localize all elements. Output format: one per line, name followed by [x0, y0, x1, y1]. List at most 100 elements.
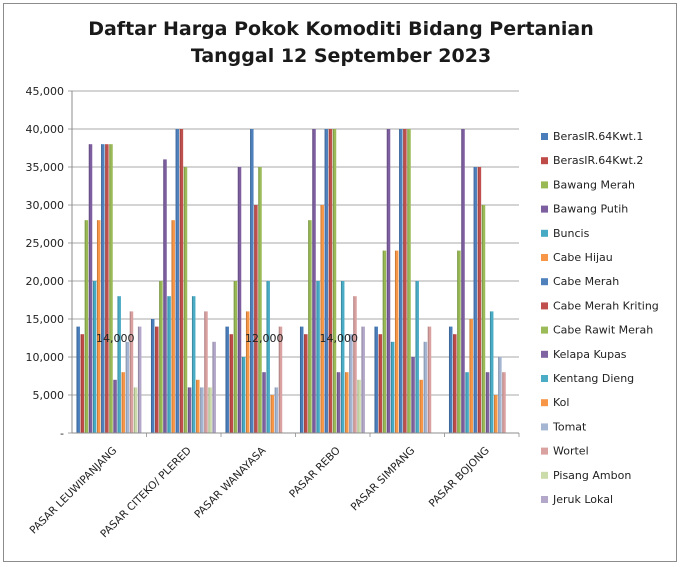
- legend-label: Bawang Merah: [553, 178, 635, 191]
- bar-shade: [489, 311, 491, 433]
- bar-shade: [453, 334, 455, 433]
- bar-shade: [241, 357, 243, 433]
- bar: [266, 281, 270, 433]
- gridlines: [72, 90, 519, 434]
- bar-shade: [353, 296, 355, 433]
- bar-shade: [233, 281, 235, 433]
- legend-label: Cabe Rawit Merah: [553, 324, 653, 337]
- bar-shade: [308, 220, 310, 433]
- bar-shade: [357, 379, 359, 433]
- legend-label: Kelapa Kupas: [553, 348, 627, 361]
- bar: [200, 387, 204, 433]
- bar-shade: [299, 326, 301, 433]
- y-axis-ticks: - 5,000 10,000 15,000 20,000 25,000 30,000 35,0…: [26, 85, 72, 440]
- bar: [332, 129, 337, 433]
- bar: [208, 387, 212, 433]
- bar-shade: [502, 372, 504, 433]
- bar-shade: [121, 372, 123, 433]
- bar-shade: [245, 311, 247, 433]
- bar-shade: [411, 357, 413, 433]
- bar: [502, 372, 506, 433]
- bar: [196, 379, 200, 433]
- bar: [336, 372, 341, 433]
- bar: [374, 326, 378, 433]
- bar-shade: [274, 387, 276, 433]
- legend-label: Buncis: [553, 227, 590, 240]
- bar-shade: [191, 296, 193, 433]
- bar: [448, 326, 453, 433]
- bar: [419, 379, 424, 433]
- bar: [382, 250, 387, 433]
- data-label: 12,000: [245, 332, 284, 345]
- legend-swatch: [541, 423, 548, 431]
- bar: [150, 319, 155, 433]
- bar: [316, 281, 320, 433]
- bar: [345, 372, 349, 433]
- legend-swatch: [541, 157, 548, 165]
- bar-shade: [159, 281, 161, 433]
- bar-shade: [469, 319, 471, 433]
- bar: [473, 167, 478, 433]
- bar-shade: [225, 326, 227, 433]
- bar-shade: [187, 387, 189, 433]
- bar: [457, 250, 461, 433]
- bar: [133, 387, 138, 433]
- bar-shade: [498, 357, 500, 433]
- legend-swatch: [541, 326, 548, 334]
- bar: [390, 341, 395, 433]
- bar-shade: [150, 319, 152, 433]
- legend-swatch: [541, 181, 548, 189]
- chart-subtitle: Tanggal 12 September 2023: [190, 45, 492, 67]
- y-tick-label: -: [60, 427, 64, 440]
- bar: [489, 311, 494, 433]
- bar-shade: [386, 129, 388, 433]
- bar-shade: [92, 281, 94, 433]
- bar: [76, 326, 80, 433]
- bar-shade: [163, 159, 165, 433]
- bar-shade: [229, 334, 231, 433]
- bar-shade: [237, 167, 239, 433]
- bar: [258, 167, 262, 433]
- bar: [245, 311, 250, 433]
- bar-shade: [448, 326, 450, 433]
- bar-shade: [494, 395, 496, 433]
- bar-shade: [137, 326, 139, 433]
- bar: [304, 334, 308, 433]
- bar: [494, 395, 498, 433]
- bar-shade: [254, 205, 256, 433]
- bar: [349, 334, 353, 433]
- x-tick-label: PASAR SIMPANG: [349, 445, 418, 514]
- legend-label: Pisang Ambon: [553, 469, 631, 482]
- legend-label: Cabe Hijau: [553, 251, 613, 264]
- bar-shade: [129, 311, 131, 433]
- bar-shade: [183, 167, 185, 433]
- bar: [105, 144, 109, 433]
- bar: [129, 311, 134, 433]
- bar: [308, 220, 312, 433]
- bar: [167, 296, 171, 433]
- bar-shade: [171, 220, 173, 433]
- y-tick-label: 15,000: [26, 313, 65, 326]
- legend-swatch: [541, 133, 548, 140]
- bar: [353, 296, 357, 433]
- y-tick-label: 40,000: [26, 123, 65, 136]
- bar-shade: [345, 372, 347, 433]
- bar-shade: [419, 379, 421, 433]
- bar-shade: [390, 341, 392, 433]
- chart-title: Daftar Harga Pokok Komoditi Bidang Perta…: [88, 18, 594, 40]
- data-label: 14,000: [96, 332, 135, 345]
- legend-label: BerasIR.64Kwt.2: [553, 154, 643, 167]
- bar-shade: [415, 281, 417, 433]
- bar: [179, 129, 184, 433]
- legend-swatch: [541, 302, 548, 310]
- bar: [187, 387, 192, 433]
- legend-label: Wortel: [553, 445, 589, 458]
- legend-label: Kol: [553, 396, 569, 409]
- bar: [312, 129, 316, 433]
- bar: [498, 357, 502, 433]
- bar: [254, 205, 258, 433]
- bar: [96, 220, 101, 433]
- bar-shade: [461, 129, 463, 433]
- bar-shade: [101, 144, 103, 433]
- bar-shade: [200, 387, 202, 433]
